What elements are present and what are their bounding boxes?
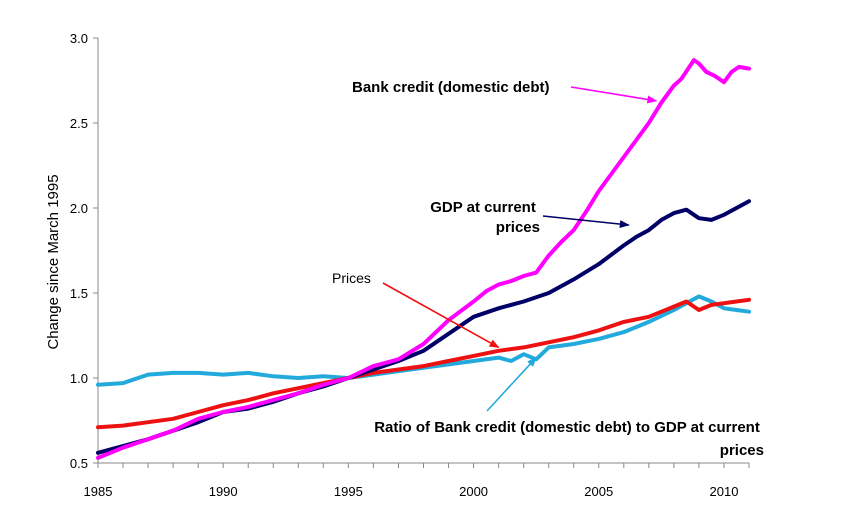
annotation-gdp: GDP at current prices (430, 199, 540, 236)
y-tick-label: 2.0 (70, 201, 88, 216)
x-tick-label: 1990 (209, 484, 238, 499)
arrow-gdp (542, 215, 630, 229)
arrow-prices (382, 282, 500, 349)
series-line-prices (96, 297, 751, 430)
y-tick-label: 1.5 (70, 286, 88, 301)
annotation-prices: Prices (332, 270, 371, 286)
annotation-ratio-line-2: prices (720, 442, 764, 459)
arrow-ratio (486, 356, 537, 412)
y-axis-label: Change since March 1995 (45, 174, 62, 349)
arrow-credit (570, 86, 658, 104)
y-tick-label: 0.5 (70, 456, 88, 471)
annotation-gdp-line-2: prices (496, 219, 540, 236)
annotation-gdp-line-1: GDP at current (430, 199, 536, 216)
series-line-ratio (96, 294, 751, 387)
annotation-ratio: Ratio of Bank credit (domestic debt) to … (374, 419, 764, 459)
y-tick-label: 3.0 (70, 31, 88, 46)
series-line-gdp (96, 199, 751, 455)
y-tick-label: 2.5 (70, 116, 88, 131)
annotation-ratio-line-1: Ratio of Bank credit (domestic debt) to … (374, 419, 760, 436)
x-tick-label: 1995 (334, 484, 363, 499)
series-line-credit (96, 58, 751, 460)
x-tick-label: 2005 (584, 484, 613, 499)
y-tick-label: 1.0 (70, 371, 88, 386)
annotation-bank-credit: Bank credit (domestic debt) (352, 79, 550, 96)
x-tick-label: 2010 (710, 484, 739, 499)
x-tick-label: 2000 (459, 484, 488, 499)
x-tick-label: 1985 (84, 484, 113, 499)
